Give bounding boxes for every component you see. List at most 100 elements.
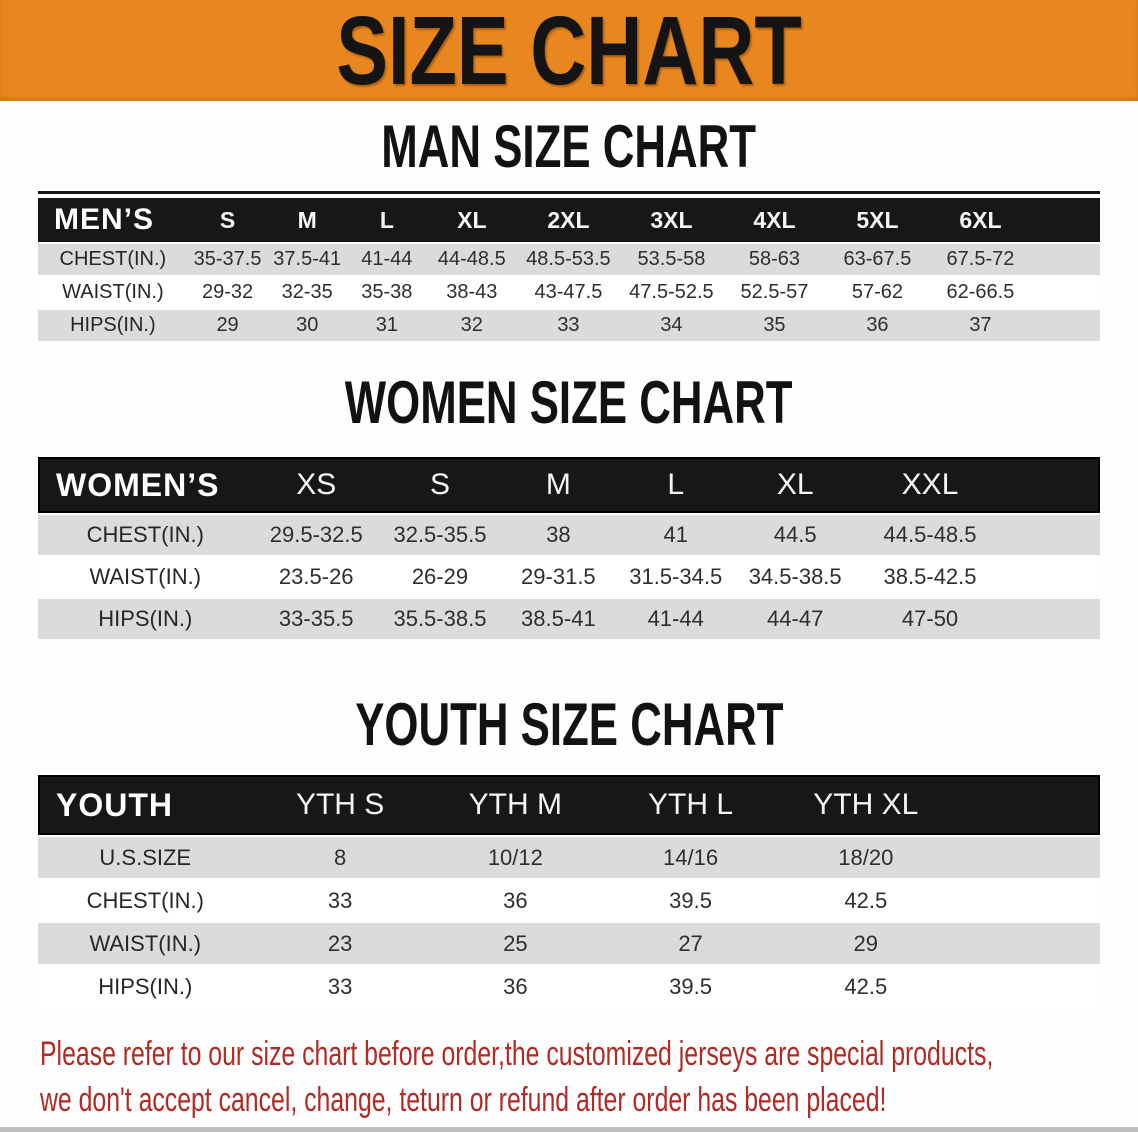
size-cell: 32 bbox=[426, 310, 517, 341]
row-label: U.S.SIZE bbox=[38, 837, 253, 878]
divider bbox=[38, 191, 1100, 194]
size-cell: 42.5 bbox=[778, 966, 954, 1007]
size-cell: 67.5-72 bbox=[928, 244, 1032, 275]
row-label: CHEST(IN.) bbox=[38, 880, 253, 921]
size-cell: 32-35 bbox=[267, 277, 348, 308]
bottom-strip bbox=[0, 1127, 1138, 1132]
column-header: XL bbox=[426, 198, 517, 242]
size-cell: 36 bbox=[427, 880, 603, 921]
table-row: HIPS(IN.) 33 36 39.5 42.5 bbox=[38, 966, 1100, 1007]
size-cell: 29 bbox=[187, 310, 268, 341]
table-row: WAIST(IN.) 23 25 27 29 bbox=[38, 923, 1100, 964]
size-cell: 31.5-34.5 bbox=[616, 557, 735, 597]
column-header: M bbox=[267, 198, 348, 242]
section-heading-women-label: WOMEN SIZE CHART bbox=[345, 369, 793, 436]
size-cell: 44.5 bbox=[734, 515, 856, 555]
size-cell: 42.5 bbox=[778, 880, 954, 921]
section-heading-men-label: MAN SIZE CHART bbox=[381, 113, 757, 180]
spacer-cell bbox=[953, 880, 1100, 921]
size-cell: 38.5-42.5 bbox=[855, 557, 1005, 597]
size-cell: 41-44 bbox=[616, 599, 735, 639]
column-header: 2XL bbox=[516, 198, 620, 242]
size-cell: 33 bbox=[252, 966, 428, 1007]
table-header-row: YOUTH YTH S YTH M YTH L YTH XL bbox=[38, 775, 1100, 835]
table-row: WAIST(IN.) 29-32 32-35 35-38 38-43 43-47… bbox=[38, 277, 1100, 308]
column-header: M bbox=[499, 457, 617, 513]
size-cell: 29.5-32.5 bbox=[252, 515, 380, 555]
row-label: WAIST(IN.) bbox=[38, 277, 188, 308]
section-heading-youth: YOUTH SIZE CHART bbox=[0, 693, 1138, 757]
row-label: WAIST(IN.) bbox=[38, 557, 253, 597]
size-cell: 44-48.5 bbox=[426, 244, 517, 275]
column-header: XL bbox=[734, 457, 856, 513]
size-cell: 38-43 bbox=[426, 277, 517, 308]
disclaimer: Please refer to our size chart before or… bbox=[0, 1031, 1138, 1123]
column-header: YTH XL bbox=[778, 775, 954, 835]
column-header: S bbox=[379, 457, 500, 513]
size-cell: 37.5-41 bbox=[267, 244, 348, 275]
size-cell: 48.5-53.5 bbox=[516, 244, 620, 275]
size-cell: 23 bbox=[252, 923, 428, 964]
spacer-cell bbox=[1004, 599, 1100, 639]
row-label: CHEST(IN.) bbox=[38, 515, 253, 555]
table-header-row: WOMEN’S XS S M L XL XXL bbox=[38, 457, 1100, 513]
size-cell: 39.5 bbox=[602, 880, 779, 921]
youth-size-table: YOUTH YTH S YTH M YTH L YTH XL U.S.SIZE … bbox=[38, 773, 1100, 1009]
table-corner-label: YOUTH bbox=[38, 775, 253, 835]
size-cell: 31 bbox=[347, 310, 427, 341]
size-cell: 38.5-41 bbox=[499, 599, 617, 639]
size-cell: 36 bbox=[825, 310, 929, 341]
size-cell: 33-35.5 bbox=[252, 599, 380, 639]
size-cell: 35.5-38.5 bbox=[379, 599, 500, 639]
size-cell: 33 bbox=[516, 310, 620, 341]
size-cell: 57-62 bbox=[825, 277, 929, 308]
table-row: WAIST(IN.) 23.5-26 26-29 29-31.5 31.5-34… bbox=[38, 557, 1100, 597]
table-row: U.S.SIZE 8 10/12 14/16 18/20 bbox=[38, 837, 1100, 878]
size-cell: 35 bbox=[722, 310, 826, 341]
table-row: CHEST(IN.) 33 36 39.5 42.5 bbox=[38, 880, 1100, 921]
spacer-cell bbox=[1031, 244, 1100, 275]
spacer-cell bbox=[1031, 277, 1100, 308]
spacer-cell bbox=[953, 923, 1100, 964]
row-label: HIPS(IN.) bbox=[38, 966, 253, 1007]
size-cell: 34.5-38.5 bbox=[734, 557, 856, 597]
women-size-table: WOMEN’S XS S M L XL XXL CHEST(IN.) 29.5-… bbox=[38, 455, 1100, 641]
size-cell: 35-37.5 bbox=[187, 244, 268, 275]
column-header: YTH S bbox=[252, 775, 428, 835]
size-cell: 25 bbox=[427, 923, 603, 964]
column-header: 3XL bbox=[619, 198, 723, 242]
size-cell: 8 bbox=[252, 837, 428, 878]
row-label: CHEST(IN.) bbox=[38, 244, 188, 275]
spacer-cell bbox=[953, 966, 1100, 1007]
size-cell: 63-67.5 bbox=[825, 244, 929, 275]
column-header: 4XL bbox=[722, 198, 826, 242]
table-corner-label: WOMEN’S bbox=[38, 457, 253, 513]
size-cell: 44-47 bbox=[734, 599, 856, 639]
disclaimer-line-2: we don't accept cancel, change, teturn o… bbox=[40, 1081, 887, 1119]
size-cell: 27 bbox=[602, 923, 779, 964]
size-cell: 32.5-35.5 bbox=[379, 515, 500, 555]
size-cell: 47-50 bbox=[855, 599, 1005, 639]
column-header: 5XL bbox=[825, 198, 929, 242]
size-cell: 47.5-52.5 bbox=[619, 277, 723, 308]
size-cell: 44.5-48.5 bbox=[855, 515, 1005, 555]
spacer-cell bbox=[1004, 557, 1100, 597]
size-cell: 14/16 bbox=[602, 837, 779, 878]
table-row: HIPS(IN.) 33-35.5 35.5-38.5 38.5-41 41-4… bbox=[38, 599, 1100, 639]
size-cell: 53.5-58 bbox=[619, 244, 723, 275]
section-heading-youth-label: YOUTH SIZE CHART bbox=[354, 691, 784, 758]
size-cell: 33 bbox=[252, 880, 428, 921]
size-cell: 38 bbox=[499, 515, 617, 555]
size-cell: 10/12 bbox=[427, 837, 603, 878]
column-header: L bbox=[347, 198, 427, 242]
size-cell: 43-47.5 bbox=[516, 277, 620, 308]
size-cell: 23.5-26 bbox=[252, 557, 380, 597]
size-cell: 26-29 bbox=[379, 557, 500, 597]
column-header: YTH L bbox=[602, 775, 779, 835]
spacer-cell bbox=[1031, 198, 1100, 242]
size-cell: 30 bbox=[267, 310, 348, 341]
size-cell: 29 bbox=[778, 923, 954, 964]
spacer-cell bbox=[1004, 457, 1100, 513]
size-cell: 29-32 bbox=[187, 277, 268, 308]
